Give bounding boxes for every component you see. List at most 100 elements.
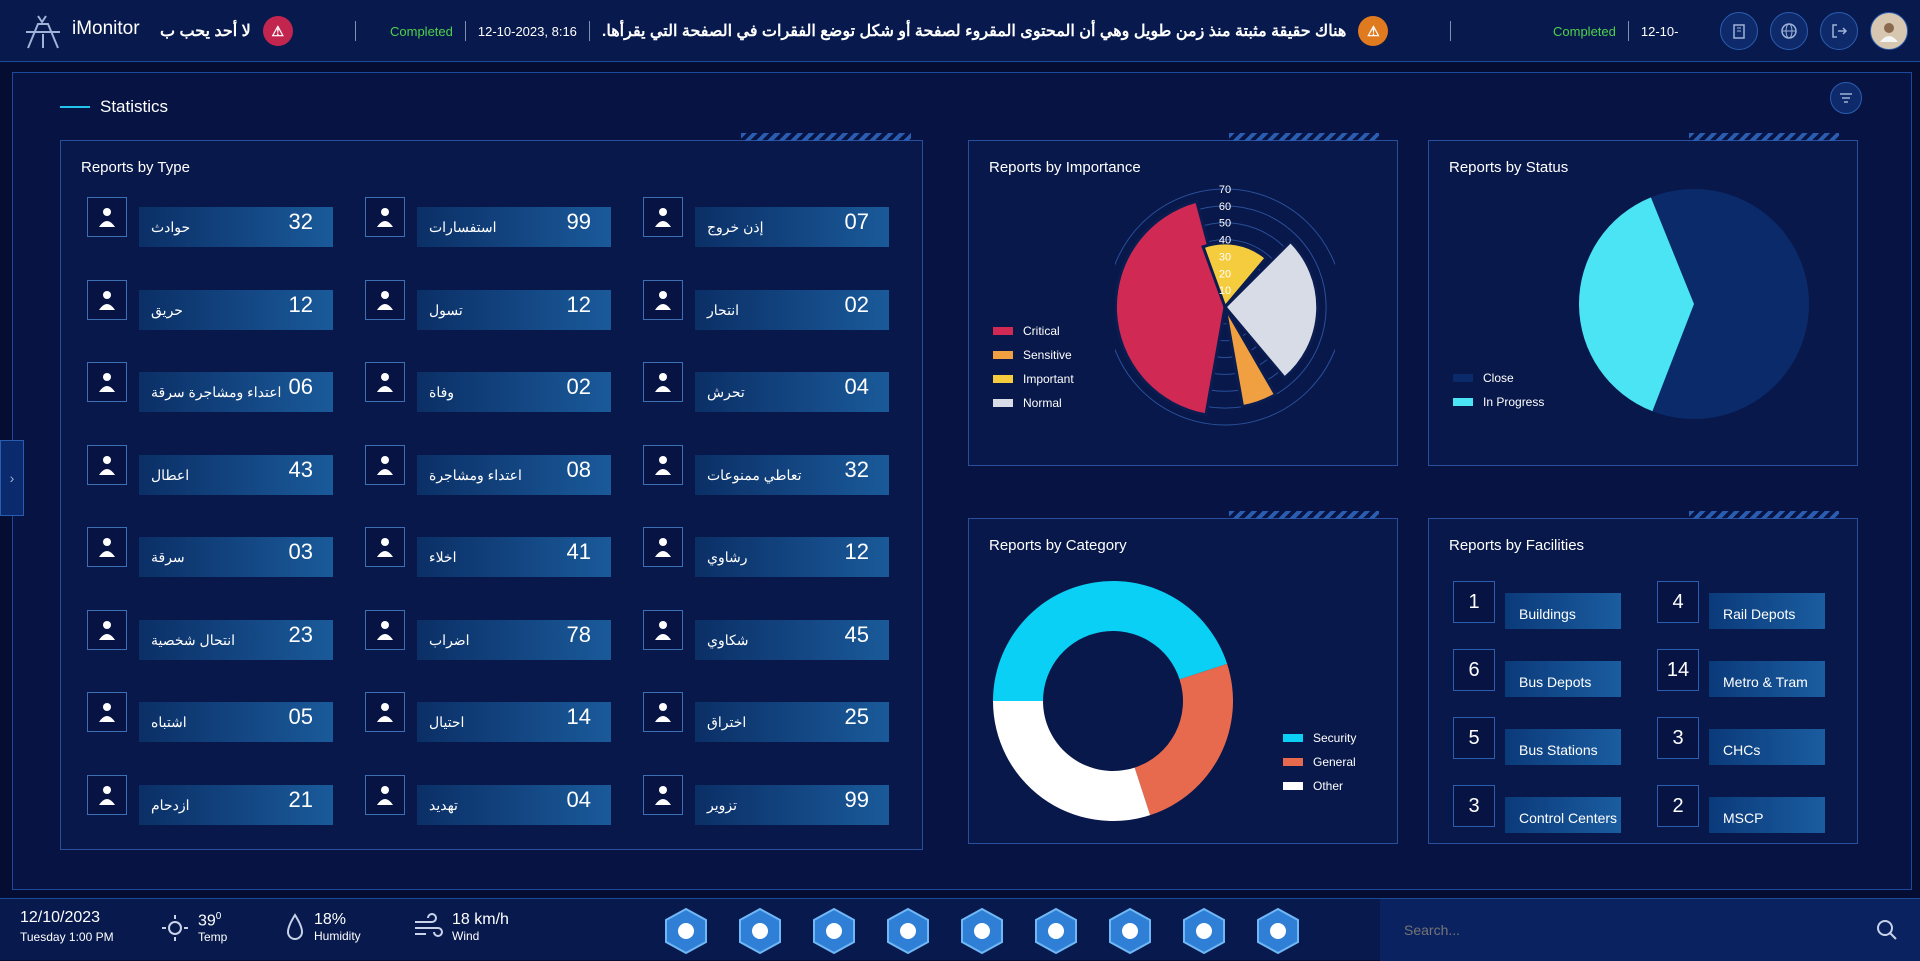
report-type-card[interactable]: تعاطي ممنوعات 32 bbox=[639, 441, 889, 499]
report-type-card[interactable]: احتيال 14 bbox=[361, 688, 611, 746]
card-bar bbox=[139, 207, 333, 247]
report-type-card[interactable]: شكاوي 45 bbox=[639, 606, 889, 664]
report-type-card[interactable]: انتحال شخصية 23 bbox=[83, 606, 333, 664]
panel-title: Reports by Importance bbox=[989, 159, 1141, 176]
tower-icon[interactable] bbox=[736, 907, 784, 955]
legend-item: General bbox=[1283, 755, 1356, 769]
legend-label: Important bbox=[1023, 372, 1074, 386]
facility-label: CHCs bbox=[1709, 729, 1825, 765]
ticker-item[interactable]: لا أحد يحب ب ⚠ bbox=[160, 0, 356, 62]
report-type-card[interactable]: انتحار 02 bbox=[639, 276, 889, 334]
facility-label: Bus Depots bbox=[1505, 661, 1621, 697]
boat-icon[interactable] bbox=[1254, 907, 1302, 955]
report-type-card[interactable]: سرقة 03 bbox=[83, 523, 333, 581]
legend-item: Close bbox=[1453, 371, 1544, 385]
report-type-card[interactable]: اختراق 25 bbox=[639, 688, 889, 746]
bus-icon[interactable] bbox=[1106, 907, 1154, 955]
legend-label: Other bbox=[1313, 779, 1344, 793]
facility-label: Rail Depots bbox=[1709, 593, 1825, 629]
ticker-item[interactable]: Completed 12-10- bbox=[1553, 0, 1678, 62]
officer-icon[interactable] bbox=[958, 907, 1006, 955]
card-value: 03 bbox=[288, 539, 313, 564]
card-value: 41 bbox=[566, 539, 591, 564]
report-type-card[interactable]: إذن خروج 07 bbox=[639, 193, 889, 251]
legend-swatch bbox=[993, 327, 1013, 335]
card-bar bbox=[139, 619, 333, 660]
report-type-card[interactable]: اضراب 78 bbox=[361, 606, 611, 664]
logo-icon bbox=[26, 15, 60, 49]
report-type-card[interactable]: استفسارات 99 bbox=[361, 193, 611, 251]
facility-card[interactable]: 3 CHCs bbox=[1657, 717, 1837, 769]
report-type-card[interactable]: تحرش 04 bbox=[639, 358, 889, 416]
building-icon[interactable] bbox=[1720, 12, 1758, 50]
report-type-card[interactable]: تسول 12 bbox=[361, 276, 611, 334]
report-type-card[interactable]: اعتداء ومشاجرة 08 bbox=[361, 441, 611, 499]
tram-icon[interactable] bbox=[1180, 907, 1228, 955]
temp-unit: 0 bbox=[215, 911, 222, 922]
report-type-card[interactable]: تزوير 99 bbox=[639, 771, 889, 829]
report-type-card[interactable]: اعطال 43 bbox=[83, 441, 333, 499]
buildings-icon[interactable] bbox=[810, 907, 858, 955]
humidity-label: Humidity bbox=[314, 929, 361, 943]
facility-card[interactable]: 5 Bus Stations bbox=[1453, 717, 1633, 769]
facility-card[interactable]: 1 Buildings bbox=[1453, 581, 1633, 633]
status-legend: Close In Progress bbox=[1453, 371, 1544, 419]
report-type-card[interactable]: اشتباه 05 bbox=[83, 688, 333, 746]
sidebar-toggle[interactable]: › bbox=[0, 440, 24, 516]
report-type-card[interactable]: حوادث 32 bbox=[83, 193, 333, 251]
card-label: ازدحام bbox=[151, 796, 190, 813]
report-type-card[interactable]: حريق 12 bbox=[83, 276, 333, 334]
card-label: إذن خروج bbox=[707, 219, 764, 235]
facility-card[interactable]: 2 MSCP bbox=[1657, 785, 1837, 837]
facility-card[interactable]: 14 Metro & Tram bbox=[1657, 649, 1837, 701]
panel-title: Reports by Facilities bbox=[1449, 537, 1585, 554]
card-value: 99 bbox=[566, 209, 591, 234]
facility-count: 5 bbox=[1453, 717, 1495, 759]
logout-icon[interactable] bbox=[1820, 12, 1858, 50]
legend-swatch bbox=[1283, 734, 1303, 742]
search-icon[interactable] bbox=[1876, 919, 1898, 941]
wind-icon bbox=[415, 913, 443, 937]
report-type-card[interactable]: اخلاء 41 bbox=[361, 523, 611, 581]
divider bbox=[588, 21, 590, 41]
facility-card[interactable]: 3 Control Centers bbox=[1453, 785, 1633, 837]
card-label: اختراق bbox=[707, 714, 747, 730]
strike-icon bbox=[365, 609, 405, 650]
importance-legend: Critical Sensitive Important Normal bbox=[993, 324, 1074, 420]
facility-label: MSCP bbox=[1709, 797, 1825, 833]
report-type-card[interactable]: اعتداء ومشاجرة سرقة 06 bbox=[83, 358, 333, 416]
bottom-bar: 12/10/2023 Tuesday 1:00 PM 390 Temp 18% Hu… bbox=[0, 898, 1920, 961]
report-type-card[interactable]: تهديد 04 bbox=[361, 771, 611, 829]
report-type-card[interactable]: رشاوي 12 bbox=[639, 523, 889, 581]
report-type-card[interactable]: وفاة 02 bbox=[361, 358, 611, 416]
legend-item: Other bbox=[1283, 779, 1356, 793]
filter-button[interactable] bbox=[1830, 82, 1862, 114]
card-label: اخلاء bbox=[429, 549, 457, 565]
legend-swatch bbox=[993, 375, 1013, 383]
user-avatar-icon[interactable] bbox=[1870, 12, 1908, 50]
legend-item: Security bbox=[1283, 731, 1356, 745]
importance-radial-chart: 10 20 30 40 50 60 70 bbox=[1115, 184, 1335, 426]
card-bar bbox=[139, 702, 333, 742]
panel-title: Reports by Type bbox=[81, 159, 190, 176]
taxi-icon[interactable] bbox=[1032, 907, 1080, 955]
cctv-icon[interactable] bbox=[884, 907, 932, 955]
suspect-icon bbox=[87, 692, 127, 732]
statistics-title: Statistics bbox=[60, 97, 168, 117]
report-type-card[interactable]: ازدحام 21 bbox=[83, 771, 333, 829]
card-bar bbox=[695, 784, 889, 825]
card-bar bbox=[417, 372, 611, 412]
facility-card[interactable]: 4 Rail Depots bbox=[1657, 581, 1837, 633]
reports-by-category-panel: Reports by Category Security General Other bbox=[968, 511, 1398, 844]
temperature-widget: 390 Temp bbox=[160, 911, 227, 944]
ticker-item[interactable]: Completed 12-10-2023, 8:16 هناك حقيقة مث… bbox=[390, 0, 1452, 62]
radial-tick-label: 40 bbox=[1219, 235, 1231, 247]
facility-count: 1 bbox=[1453, 581, 1495, 623]
facility-card[interactable]: 6 Bus Depots bbox=[1453, 649, 1633, 701]
radial-tick-label: 10 bbox=[1219, 285, 1231, 297]
forgery-icon bbox=[643, 774, 683, 815]
search-input[interactable] bbox=[1404, 915, 1834, 945]
droplet-icon bbox=[286, 913, 304, 940]
globe-icon[interactable] bbox=[1770, 12, 1808, 50]
alert-icon[interactable] bbox=[662, 907, 710, 955]
